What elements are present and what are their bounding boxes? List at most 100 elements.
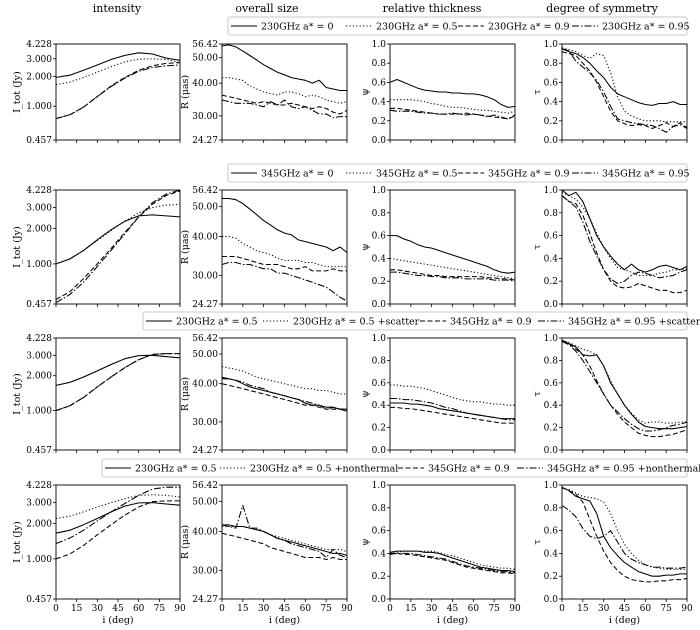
y-tick-label: 0.6 (544, 527, 559, 537)
y-tick-label: 24.27 (192, 300, 218, 310)
y-tick-label: 0.0 (544, 300, 559, 310)
y-tick-label: 0.4 (544, 401, 559, 411)
legend-row-4: 230GHz a* = 0.5 230GHz a* = 0.5 +nontherm… (101, 458, 700, 478)
x-tick-label: 60 (640, 604, 652, 614)
y-tick-label: 0.457 (26, 300, 52, 310)
series-line-a05 (390, 99, 516, 114)
x-tick-label: 45 (619, 604, 631, 614)
series-line-a09 (561, 340, 688, 438)
axes-frame (55, 337, 181, 451)
series-line-a095 (389, 109, 516, 120)
panel-row3-intensity: 4.228 3.000 2.000 1.000 0.457 I_tot (Jy) (12, 334, 181, 456)
series-line-a095 (221, 376, 348, 412)
x-tick-label: 0 (559, 604, 565, 614)
y-tick-label: 56.42 (192, 481, 218, 491)
series-line-a09 (390, 406, 515, 424)
y-tick-label: 24.27 (192, 446, 218, 456)
panel-row3-overall-size: 56.42 50.00 40.00 30.00 24.27 R (μas) (180, 334, 348, 456)
panel-row3-relative-thickness: 1.0 0.8 0.6 0.4 0.2 0.0 ψ (360, 334, 516, 456)
x-tick-label: 30 (92, 604, 104, 614)
series-line-a0 (561, 486, 687, 577)
x-tick-label: 60 (300, 604, 312, 614)
panel-row3-degree-of-symmetry: 1.0 0.8 0.6 0.4 0.2 0.0 τ (532, 334, 688, 456)
x-tick-label: 15 (405, 604, 417, 614)
x-tick-label: 30 (598, 604, 610, 614)
y-tick-label: 0.457 (26, 595, 52, 605)
y-tick-label: 0.2 (544, 572, 558, 582)
series-line-a0 (222, 524, 348, 556)
column-title-overall-size: overall size (235, 2, 298, 15)
series-line-a09 (390, 552, 516, 575)
y-tick-label: 1.0 (372, 334, 387, 344)
series-line-a0 (55, 214, 181, 265)
y-axis-label: τ (532, 539, 543, 544)
y-tick-label: 0.2 (544, 117, 558, 127)
y-tick-label: 2.000 (26, 519, 52, 529)
y-tick-label: 0.6 (372, 78, 387, 88)
series-line-a05 (390, 550, 516, 570)
x-tick-label: 30 (426, 604, 438, 614)
panel-row2-overall-size: 56.42 50.00 40.00 30.00 24.27 R (μas) (180, 186, 348, 310)
x-tick-label: 75 (488, 604, 500, 614)
series-line-a09 (221, 532, 347, 561)
y-axis-label: I_tot (Jy) (12, 521, 23, 562)
axes-frame (55, 43, 181, 141)
series-line-a09 (55, 500, 180, 560)
y-tick-label: 0.8 (544, 59, 559, 69)
y-tick-label: 0.4 (372, 401, 387, 411)
y-tick-label: 0.457 (26, 136, 52, 146)
legend-row-3: 230GHz a* = 0.5 230GHz a* = 0.5 +scatter 3… (142, 311, 700, 331)
y-tick-label: 30.00 (192, 271, 218, 281)
x-tick-label: 75 (320, 604, 332, 614)
axes-frame (389, 189, 516, 305)
y-tick-label: 1.000 (26, 102, 52, 112)
y-tick-label: 0.6 (372, 527, 387, 537)
series-line-a095 (561, 505, 688, 569)
y-tick-label: 0.0 (372, 136, 387, 146)
y-tick-label: 2.000 (26, 224, 52, 234)
y-tick-label: 30.00 (192, 566, 218, 576)
y-tick-label: 0.0 (372, 300, 387, 310)
y-tick-label: 4.228 (26, 40, 52, 50)
x-axis-label: i (deg) (269, 615, 300, 626)
y-tick-label: 0.457 (26, 446, 52, 456)
series-line-a05 (221, 366, 347, 395)
panel-row1-degree-of-symmetry: 1.0 0.8 0.6 0.4 0.2 0.0 τ (532, 40, 688, 146)
x-tick-label: 75 (154, 604, 166, 614)
axes-frame (561, 337, 688, 451)
panel-row1-relative-thickness: 1.0 0.8 0.6 0.4 0.2 0.0 ψ (360, 40, 516, 146)
x-tick-label: 90 (509, 604, 521, 614)
x-tick-label: 60 (468, 604, 480, 614)
legend-box (101, 458, 688, 478)
x-tick-label: 15 (577, 604, 589, 614)
x-tick-label: 15 (71, 604, 83, 614)
y-axis-label: R (μas) (180, 525, 191, 559)
y-tick-label: 1.0 (544, 481, 559, 491)
legend-label: 345GHz a* = 0.9 (428, 464, 510, 475)
series-line-a095 (221, 99, 347, 119)
series-line-a0 (221, 44, 347, 92)
axes-frame (389, 43, 516, 141)
series-line-a095 (55, 353, 180, 412)
axes-frame (561, 484, 688, 600)
series-line-a095 (55, 64, 181, 120)
series-line-a09 (222, 255, 347, 272)
y-axis-label: I_tot (Jy) (12, 226, 23, 267)
y-tick-label: 0.4 (544, 549, 559, 559)
series-line-a05 (561, 339, 687, 424)
series-line-a095 (55, 486, 180, 544)
legend-label: 230GHz a* = 0.5 (176, 317, 258, 328)
panel-row4-relative-thickness: 1.0 0.8 0.6 0.4 0.2 0.00 15 30 45 60 75 90 ψ i (deg) (360, 481, 521, 626)
x-tick-label: 60 (133, 604, 145, 614)
series-line-a09 (221, 94, 348, 115)
y-tick-label: 0.2 (372, 572, 386, 582)
legend-label: 230GHz a* = 0.5 (135, 464, 217, 475)
legend-row-1: 230GHz a* = 0 230GHz a* = 0.5 230GHz a* = … (227, 16, 690, 36)
legend-box (227, 16, 688, 36)
series-line-a09 (390, 107, 516, 120)
series-line-a0 (561, 189, 688, 273)
legend-label: 230GHz a* = 0.5 +scatter (293, 317, 420, 328)
y-axis-label: ψ (360, 390, 371, 397)
y-axis-label: τ (532, 89, 543, 94)
